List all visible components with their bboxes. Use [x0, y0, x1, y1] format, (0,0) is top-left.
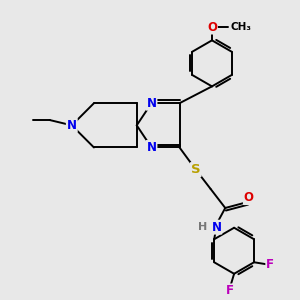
Text: O: O: [207, 21, 217, 34]
Text: N: N: [67, 119, 77, 132]
Text: N: N: [146, 141, 157, 154]
Text: N: N: [212, 220, 221, 234]
Text: F: F: [226, 284, 234, 297]
Text: N: N: [146, 97, 157, 110]
Text: H: H: [198, 222, 207, 232]
Text: S: S: [191, 163, 201, 176]
Text: CH₃: CH₃: [230, 22, 251, 32]
Text: F: F: [266, 258, 274, 271]
Text: O: O: [244, 191, 254, 204]
